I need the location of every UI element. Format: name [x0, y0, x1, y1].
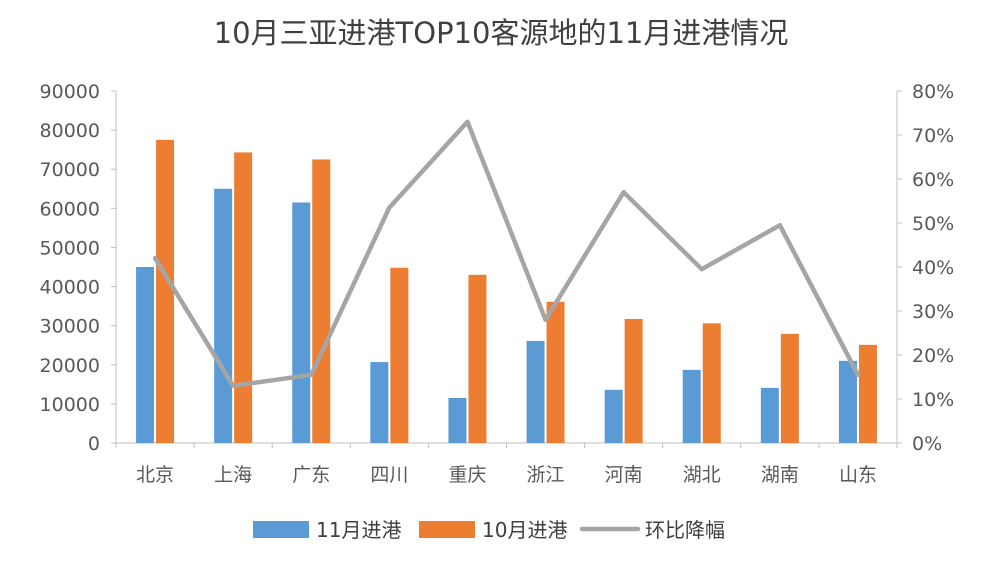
legend: 11月进港 10月进港 环比降幅	[253, 518, 725, 542]
bar-nov	[682, 369, 701, 443]
legend-label: 环比降幅	[645, 518, 725, 542]
y-right-tick-label: 70%	[912, 125, 954, 147]
y-right-tick-label: 20%	[912, 345, 954, 367]
y-left-tick-label: 50000	[40, 237, 100, 259]
bar-nov	[214, 188, 233, 443]
line-decline-rate	[152, 119, 861, 389]
legend-label: 10月进港	[482, 518, 567, 542]
x-tick-label: 湖南	[761, 464, 799, 486]
y-right-tick-label: 50%	[912, 213, 954, 235]
bar-oct	[702, 323, 721, 443]
legend-swatch	[419, 521, 475, 538]
bar-oct	[312, 159, 331, 443]
bar-oct	[546, 301, 565, 443]
bar-nov	[526, 340, 545, 443]
line-point	[231, 383, 236, 388]
bar-nov	[604, 389, 623, 443]
line-series	[152, 119, 861, 389]
bar-nov	[760, 387, 779, 443]
y-left-tick-label: 40000	[40, 277, 100, 299]
y-right-tick-label: 0%	[912, 433, 942, 455]
y-right-tick-label: 40%	[912, 257, 954, 279]
bars	[136, 139, 877, 443]
bar-oct	[390, 267, 409, 443]
y-right-tick-label: 30%	[912, 301, 954, 323]
axes: 0 10000 20000 30000 40000 50000 60000 70000 8000…	[40, 81, 955, 486]
x-tick-label: 河南	[605, 464, 643, 486]
y-right-tick-label: 10%	[912, 389, 954, 411]
bar-oct	[858, 344, 877, 443]
bar-oct	[780, 333, 799, 443]
line-point	[465, 119, 470, 124]
y-left-tick-label: 10000	[40, 394, 100, 416]
y-right-tick-label: 60%	[912, 169, 954, 191]
y-left-tick-label: 0	[88, 433, 100, 455]
legend-swatch	[253, 521, 309, 538]
bar-nov	[370, 362, 389, 443]
x-tick-label: 上海	[214, 464, 252, 486]
x-tick-label: 广东	[292, 464, 330, 486]
line-point	[621, 190, 626, 195]
line-point	[855, 372, 860, 377]
line-point	[387, 205, 392, 210]
line-point	[153, 256, 158, 261]
bar-nov	[448, 398, 467, 443]
line-point	[699, 267, 704, 272]
line-point	[543, 317, 548, 322]
x-tick-label: 浙江	[527, 464, 565, 486]
x-tick-label: 北京	[136, 464, 174, 486]
bar-oct	[468, 274, 487, 443]
bar-nov	[292, 202, 311, 443]
y-right-tick-label: 80%	[912, 81, 954, 103]
bar-nov	[838, 360, 857, 443]
y-left-tick-label: 30000	[40, 316, 100, 338]
x-tick-label: 四川	[370, 464, 408, 486]
y-left-tick-label: 80000	[40, 120, 100, 142]
y-left-tick-label: 90000	[40, 81, 100, 103]
x-tick-label: 重庆	[448, 464, 486, 486]
y-left-tick-label: 20000	[40, 355, 100, 377]
bar-nov	[136, 267, 155, 443]
x-tick-label: 湖北	[683, 464, 721, 486]
chart-title: 10月三亚进港TOP10客源地的11月进港情况	[214, 16, 789, 50]
y-left-tick-label: 70000	[40, 159, 100, 181]
line-point	[309, 372, 314, 377]
line-point	[777, 223, 782, 228]
bar-oct	[234, 152, 253, 443]
bar-oct	[156, 139, 175, 443]
x-tick-label: 山东	[839, 464, 877, 486]
legend-label: 11月进港	[316, 518, 401, 542]
bar-oct	[624, 319, 643, 443]
y-left-tick-label: 60000	[40, 198, 100, 220]
